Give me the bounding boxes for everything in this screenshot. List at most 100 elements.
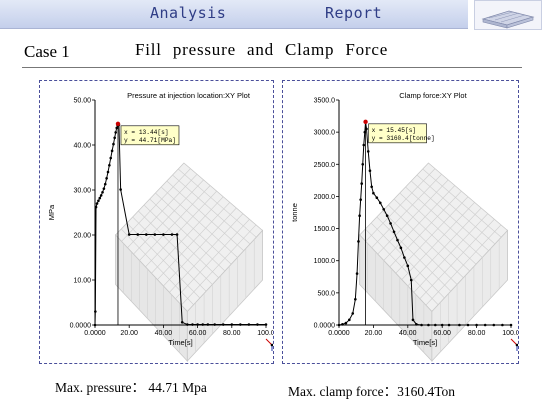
- data-point: [351, 312, 355, 315]
- x-tick-label: 80.00: [468, 330, 486, 337]
- clamp-force-chart-panel: Clamp force:XY Plot 0.0000 500.0 1000.0 1500…: [282, 80, 519, 364]
- data-point: [378, 201, 382, 205]
- tooltip-box: [120, 125, 180, 146]
- data-point: [112, 142, 115, 146]
- tooltip-line: y = 3160.4[tonne]: [372, 135, 435, 142]
- y-tick-label: 30.00: [73, 188, 91, 195]
- pressure-chart-panel: Pressure at injection location:XY Plot 0.…: [39, 80, 274, 364]
- data-point: [409, 278, 413, 282]
- tooltip-line: x = 13.44[s]: [124, 129, 169, 136]
- x-tick-label: 60.00: [433, 330, 451, 337]
- chart-title: Pressure at injection location:XY Plot: [127, 91, 251, 100]
- tab-report[interactable]: Report: [325, 4, 383, 22]
- y-tick-label: 500.0: [317, 290, 335, 297]
- data-point: [221, 323, 225, 326]
- data-point: [382, 207, 386, 211]
- x-tick-label: 80.00: [223, 330, 241, 337]
- x-tick-label: 0.0000: [84, 330, 106, 337]
- data-point: [101, 190, 104, 194]
- value-tooltip: x = 15.45[s]y = 3160.4[tonne]: [368, 123, 435, 144]
- mold-wireframe-background: [114, 162, 264, 363]
- data-point: [337, 323, 341, 327]
- data-point: [201, 323, 205, 326]
- data-point: [153, 233, 157, 236]
- peak-marker: [363, 119, 368, 125]
- y-tick-label: 1500.0: [314, 226, 336, 233]
- data-point: [191, 323, 194, 326]
- data-point: [119, 188, 122, 191]
- data-point: [145, 233, 148, 236]
- data-point: [136, 233, 140, 236]
- data-point: [466, 323, 470, 327]
- data-point: [108, 163, 111, 167]
- data-point: [389, 222, 392, 225]
- data-point: [411, 318, 415, 322]
- mold-wireframe-background: [359, 162, 509, 363]
- data-point: [213, 323, 216, 326]
- y-tick-label: 0.0000: [70, 323, 92, 330]
- data-point: [366, 150, 370, 153]
- data-point: [483, 323, 487, 327]
- y-tick-label: 0.0000: [314, 323, 336, 330]
- max-clamp-force-caption: Max. clamp force：3160.4Ton: [288, 384, 456, 399]
- y-tick-label: 1000.0: [314, 258, 336, 265]
- y-axis-label: tonne: [290, 203, 299, 222]
- data-point: [264, 323, 268, 326]
- data-point: [458, 323, 461, 327]
- data-point: [361, 162, 365, 166]
- data-point: [206, 323, 210, 326]
- data-point: [403, 256, 406, 259]
- data-point: [94, 310, 97, 313]
- x-tick-label: 60.00: [189, 330, 207, 337]
- data-point: [359, 198, 362, 201]
- data-point: [415, 323, 418, 326]
- data-point: [186, 323, 189, 326]
- data-point: [396, 238, 399, 242]
- data-point: [427, 323, 430, 327]
- x-tick-label: 0.0000: [328, 330, 350, 337]
- data-point: [196, 323, 199, 326]
- x-axis-label: Time[s]: [168, 338, 192, 347]
- data-point: [95, 202, 99, 205]
- data-point: [341, 323, 344, 326]
- pressure-chart: Pressure at injection location:XY Plot 0.…: [47, 91, 273, 363]
- y-tick-label: 3000.0: [314, 130, 336, 137]
- y-tick-label: 10.00: [73, 278, 91, 285]
- x-tick-label: 100.0: [257, 330, 273, 337]
- data-point: [114, 131, 117, 134]
- data-point: [420, 323, 423, 327]
- data-point: [375, 196, 379, 200]
- data-point: [392, 230, 396, 234]
- data-point: [175, 233, 179, 236]
- data-point: [348, 318, 351, 322]
- data-point: [509, 323, 513, 327]
- data-point: [93, 323, 97, 327]
- axis-triad-icon: [265, 338, 273, 351]
- tab-analysis[interactable]: Analysis: [150, 4, 227, 22]
- max-pressure-caption: Max. pressure： 44.71 Mpa: [55, 380, 207, 395]
- x-tick-label: 40.00: [399, 330, 417, 337]
- y-tick-label: 3500.0: [314, 98, 336, 105]
- y-tick-label: 2500.0: [314, 162, 336, 169]
- y-axis-label: MPa: [47, 204, 56, 220]
- title-divider: [22, 67, 522, 68]
- data-point: [103, 182, 107, 186]
- data-point: [109, 156, 113, 160]
- data-point: [355, 272, 359, 275]
- data-point: [370, 185, 373, 189]
- x-tick-label: 40.00: [155, 330, 173, 337]
- data-point: [492, 323, 496, 327]
- peak-marker: [115, 121, 121, 127]
- data-point: [344, 321, 348, 325]
- data-point: [94, 205, 98, 209]
- header-band: Analysis Report: [0, 0, 468, 29]
- data-point: [360, 182, 364, 185]
- y-tick-label: 50.00: [73, 98, 91, 105]
- data-point: [115, 126, 119, 130]
- data-point: [230, 323, 234, 326]
- value-tooltip: x = 13.44[s]y = 44.71[MPa]: [120, 125, 180, 146]
- data-point: [434, 323, 437, 327]
- data-point: [162, 233, 165, 236]
- data-point: [501, 323, 504, 327]
- data-point: [247, 323, 251, 326]
